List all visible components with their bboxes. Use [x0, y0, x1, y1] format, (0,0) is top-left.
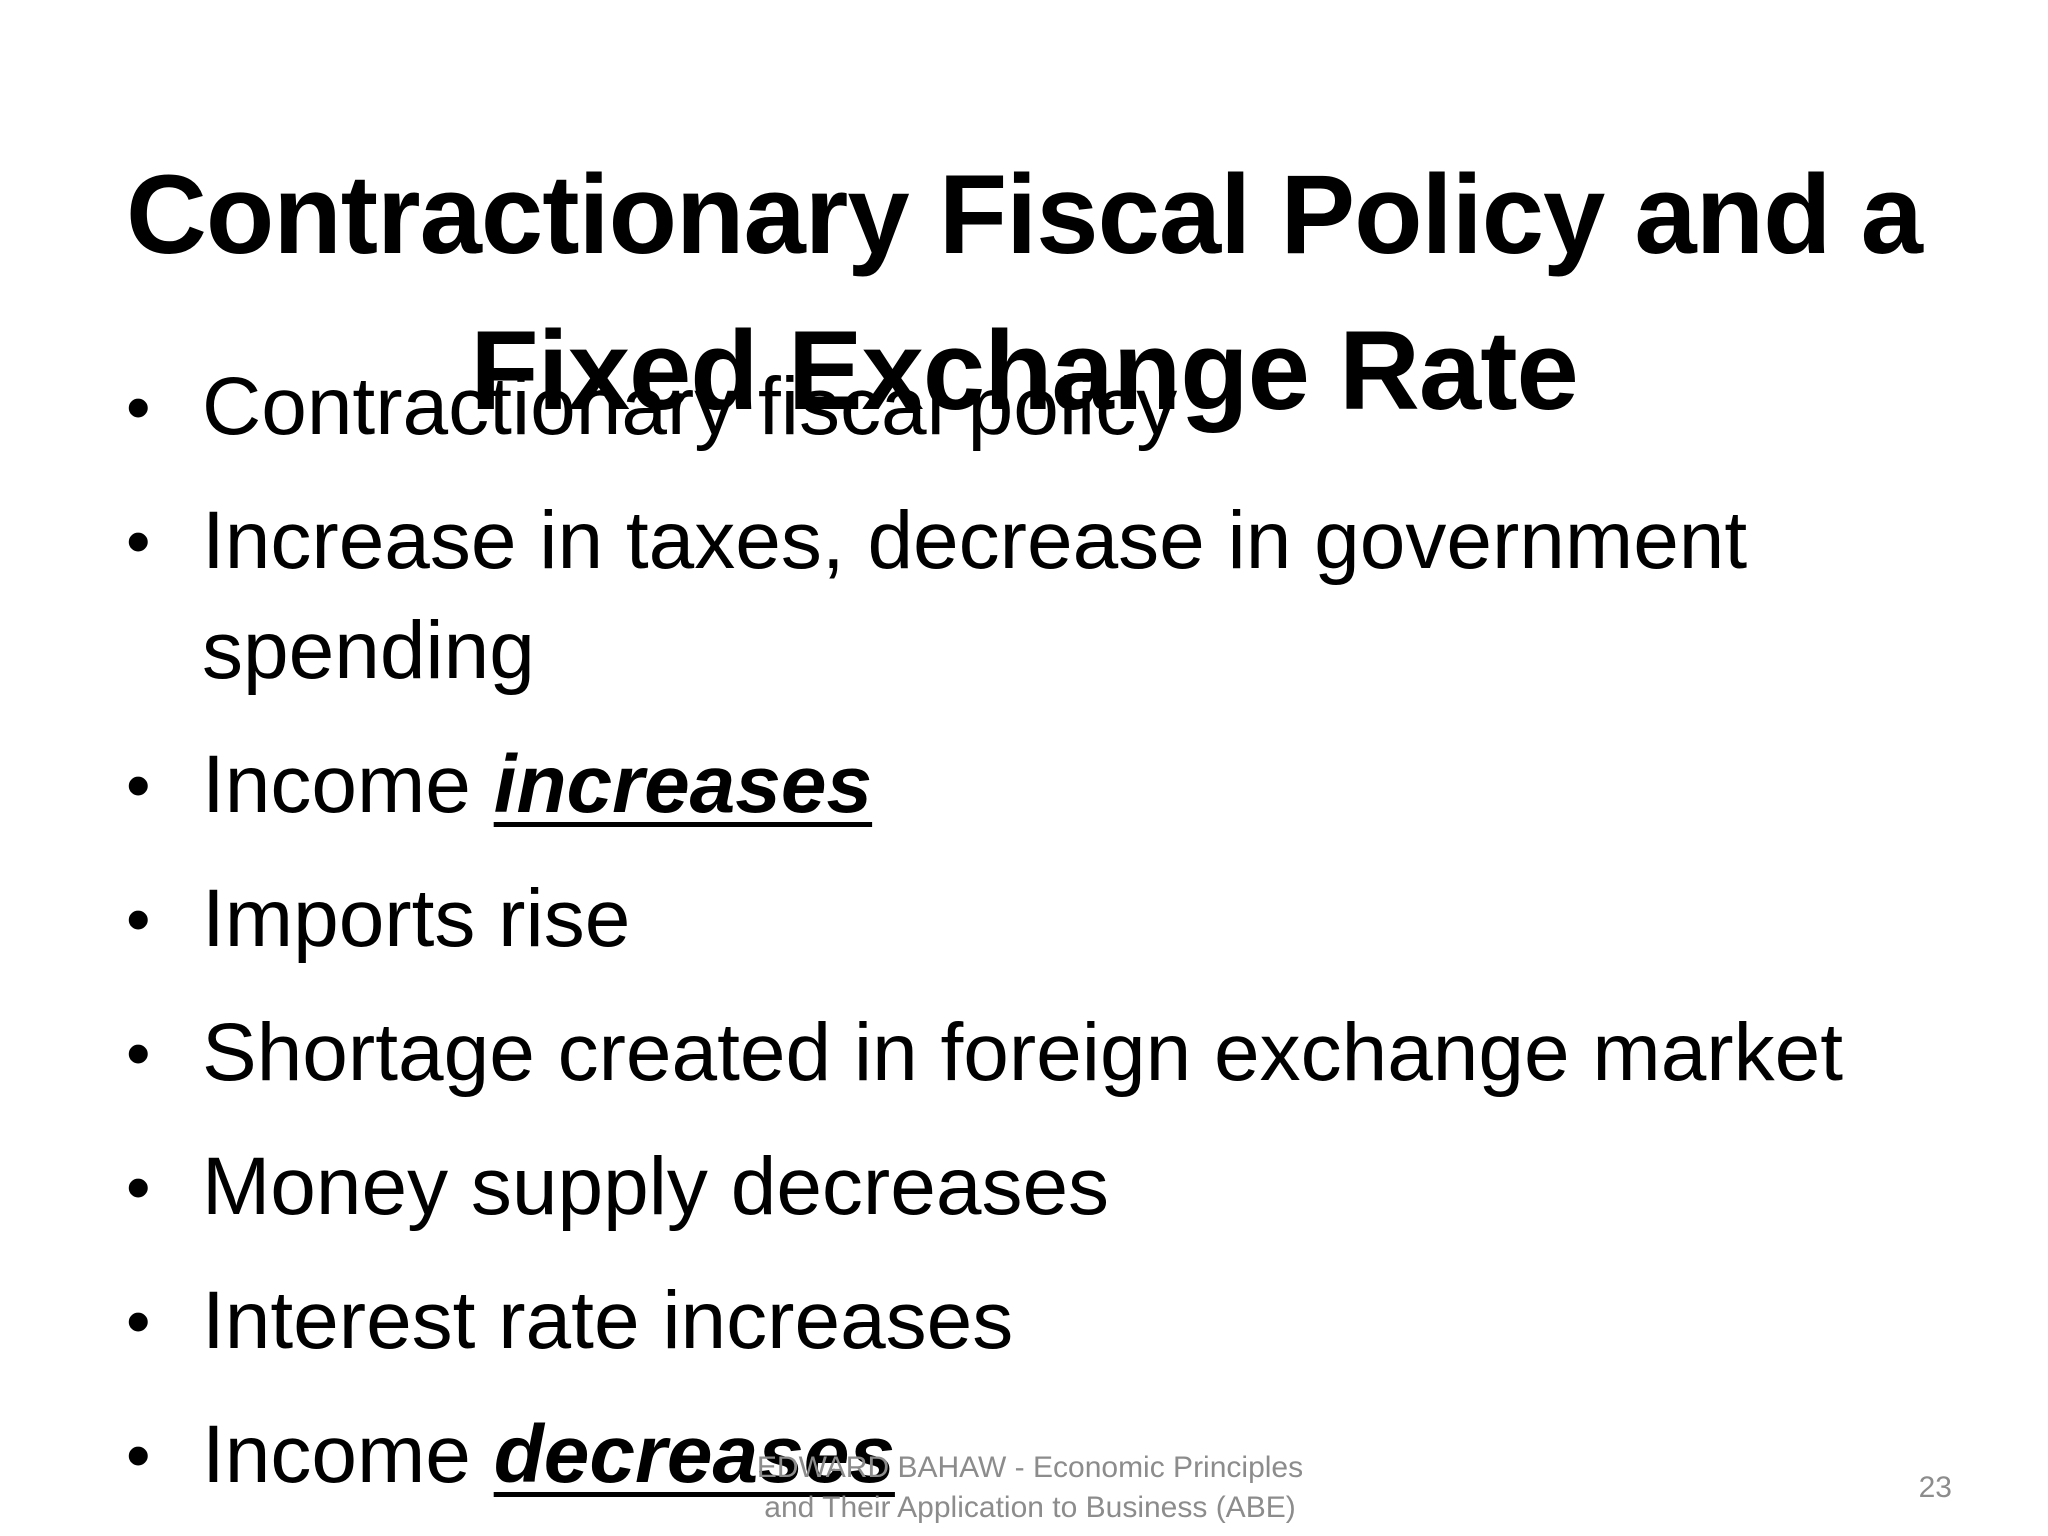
bullet-dot-icon: •: [126, 1282, 151, 1360]
bullet-text: Imports rise: [202, 873, 631, 964]
bullet-text: Income increases: [202, 739, 872, 830]
bullet-text-plain: Income: [202, 739, 494, 830]
bullet-item: • Imports rise: [120, 864, 1980, 974]
bullet-item: • Shortage created in foreign exchange m…: [120, 998, 1980, 1108]
bullet-item: • Money supply decreases: [120, 1132, 1980, 1242]
bullet-text: Income decreases: [202, 1409, 895, 1500]
slide-title-line-2: Fixed Exchange Rate: [470, 308, 1579, 434]
slide-title-line-1: Contractionary Fiscal Policy and a: [126, 152, 1923, 278]
footer-line-1: EDWARD BAHAW - Economic Principles: [756, 1451, 1304, 1484]
bullet-text: Interest rate increases: [202, 1275, 1014, 1366]
bullet-text: Increase in taxes, decrease in governmen…: [202, 495, 1748, 696]
bullet-text: Money supply decreases: [202, 1141, 1110, 1232]
bullet-dot-icon: •: [126, 1014, 151, 1092]
bullet-list: • Contractionary fiscal policy • Increas…: [120, 352, 1980, 1534]
bullet-text-emphasis: decreases: [493, 1409, 895, 1500]
bullet-dot-icon: •: [126, 502, 151, 580]
bullet-item: • Income decreases: [120, 1400, 1980, 1510]
bullet-dot-icon: •: [126, 368, 151, 446]
bullet-item: • Increase in taxes, decrease in governm…: [120, 486, 1980, 706]
bullet-dot-icon: •: [126, 1148, 151, 1226]
bullet-dot-icon: •: [126, 746, 151, 824]
slide-title: Contractionary Fiscal Policy and a Fixed…: [100, 137, 1948, 449]
footer-line-2: and Their Application to Business (ABE): [764, 1491, 1296, 1524]
bullet-text-emphasis: increases: [493, 739, 873, 830]
bullet-dot-icon: •: [126, 1416, 151, 1494]
bullet-item: • Contractionary fiscal policy: [120, 352, 1980, 462]
bullet-dot-icon: •: [126, 880, 151, 958]
bullet-item: • Interest rate increases: [120, 1266, 1980, 1376]
bullet-text: Shortage created in foreign exchange mar…: [202, 1007, 1844, 1098]
bullet-text: Contractionary fiscal policy: [202, 361, 1178, 452]
bullet-item: • Income increases: [120, 730, 1980, 840]
page-number: 23: [1918, 1471, 1952, 1504]
slide-footer: EDWARD BAHAW - Economic Principles and T…: [700, 1448, 1360, 1528]
bullet-text-plain: Income: [202, 1409, 494, 1500]
